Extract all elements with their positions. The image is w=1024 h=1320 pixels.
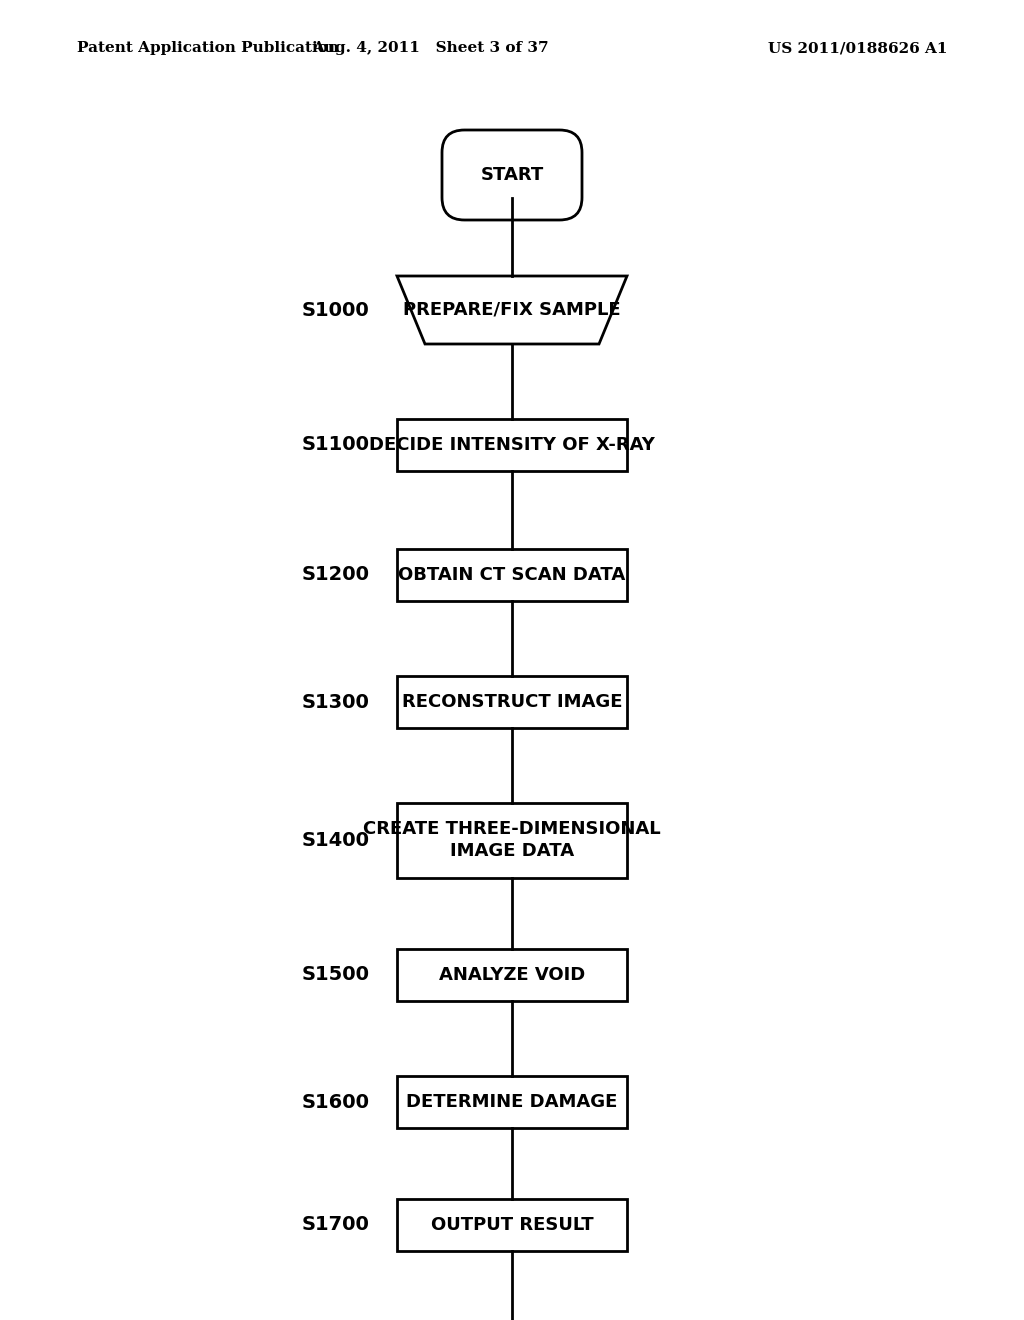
Bar: [397, 549, 627, 601]
Text: OBTAIN CT SCAN DATA: OBTAIN CT SCAN DATA: [398, 566, 626, 583]
Text: Patent Application Publication: Patent Application Publication: [77, 41, 339, 55]
Text: S1100: S1100: [302, 436, 370, 454]
Bar: [397, 676, 627, 729]
Text: S1200: S1200: [302, 565, 370, 585]
Text: S1000: S1000: [302, 301, 370, 319]
Text: ANALYZE VOID: ANALYZE VOID: [439, 966, 585, 983]
Text: S1600: S1600: [302, 1093, 370, 1111]
Polygon shape: [397, 276, 627, 345]
Bar: [397, 803, 627, 878]
Bar: [397, 1199, 627, 1251]
Bar: [397, 1076, 627, 1129]
Bar: [397, 949, 627, 1001]
Text: RECONSTRUCT IMAGE: RECONSTRUCT IMAGE: [401, 693, 623, 711]
Bar: [397, 418, 627, 471]
Text: S1500: S1500: [302, 965, 370, 985]
Text: DECIDE INTENSITY OF X-RAY: DECIDE INTENSITY OF X-RAY: [369, 436, 655, 454]
Text: S1700: S1700: [302, 1216, 370, 1234]
Text: US 2011/0188626 A1: US 2011/0188626 A1: [768, 41, 947, 55]
Text: START: START: [480, 166, 544, 183]
Text: S1300: S1300: [302, 693, 370, 711]
Text: DETERMINE DAMAGE: DETERMINE DAMAGE: [407, 1093, 617, 1111]
FancyBboxPatch shape: [442, 129, 582, 220]
Text: CREATE THREE-DIMENSIONAL
IMAGE DATA: CREATE THREE-DIMENSIONAL IMAGE DATA: [364, 820, 660, 861]
Text: PREPARE/FIX SAMPLE: PREPARE/FIX SAMPLE: [403, 301, 621, 319]
Text: OUTPUT RESULT: OUTPUT RESULT: [431, 1216, 593, 1234]
Text: Aug. 4, 2011   Sheet 3 of 37: Aug. 4, 2011 Sheet 3 of 37: [311, 41, 549, 55]
Text: S1400: S1400: [302, 830, 370, 850]
